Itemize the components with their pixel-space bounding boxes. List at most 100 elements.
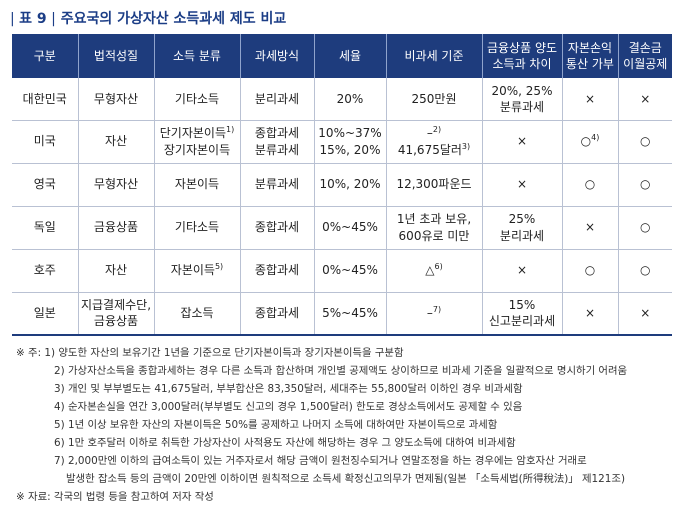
offset-cell-text: ○ [584,177,596,192]
offset-cell: × [561,292,618,336]
column-header: 세율 [313,34,386,78]
table-number: | 표 9 | [10,11,56,27]
tax-rate-cell-line: 5%~45% [317,305,384,321]
legal-nature-cell: 자산 [77,249,154,293]
tax-rate-cell-line: 0%~45% [317,219,384,235]
footnote-ref: 2) [432,125,442,135]
exemption-cell-line: 12,300파운드 [389,176,480,192]
income-class-cell-text: 단기자본이득 [159,126,227,141]
carryover-cell-text: ○ [640,134,651,149]
tax-method-cell-text: 분류과세 [254,177,300,192]
tax-rate-cell-text: 5%~45% [322,306,378,321]
tax-rate-cell-line: 20% [317,91,384,107]
exemption-cell-line: 41,675달러3) [389,142,480,158]
exemption-cell: –2) 41,675달러3) [385,120,482,164]
exemption-cell-line: –7) [389,305,480,321]
income-class-cell-text: 자본이득 [170,263,215,278]
country-cell: 미국 [12,120,78,164]
tax-rate-cell-text: 15%, 20% [319,142,381,157]
income-class-cell-text: 기타소득 [174,220,220,235]
table-row: 일본 지급결제수단, 금융상품 잡소득 종합과세 5%~45% –7) 15% 신고분리과세… [12,292,672,336]
exemption-cell-line: –2) [389,125,480,141]
legal-nature-cell-text: 무형자산 [93,91,139,106]
exemption-cell-line: △6) [389,262,480,278]
table-row: 독일 금융상품 기타소득 종합과세 0%~45% 1년 초과 보유, 600유로 미만 25%… [12,206,672,250]
tax-rate-cell-line: 10%, 20% [317,176,384,192]
carryover-cell-text: ○ [640,220,651,235]
exemption-cell-text: – [426,306,433,321]
exemption-cell-text: 1년 초과 보유, [396,212,472,227]
carryover-cell-text: ○ [640,263,651,278]
note-continuation: 발생한 잡소득 등의 금액이 20만엔 이하이면 원칙적으로 소득세 확정신고의… [66,473,625,485]
tax-rate-cell: 20% [313,78,386,121]
carryover-cell-text: × [640,91,651,106]
country-cell: 영국 [12,163,78,207]
legal-nature-cell: 무형자산 [77,163,154,207]
column-header: 과세방식 [239,34,314,78]
income-class-cell-line: 기타소득 [157,219,238,235]
exemption-cell: △6) [385,249,482,293]
income-class-cell-line: 기타소득 [157,91,238,107]
column-header: 결손금 이월공제 [617,34,672,78]
note-line: 6) 1만 호주달러 이하로 취득한 가상자산이 사적용도 자산에 해당하는 경… [54,437,516,449]
country-cell: 독일 [12,206,78,250]
tax-rate-cell-text: 0%~45% [322,220,378,235]
country-cell-text: 독일 [33,220,56,235]
country-cell-text: 호주 [33,263,56,278]
tax-method-cell-line: 종합과세 [243,305,312,321]
exemption-cell: 250만원 [385,78,482,121]
country-cell: 호주 [12,249,78,293]
income-class-cell: 자본이득5) [153,249,240,293]
table-row: 호주 자산 자본이득5) 종합과세 0%~45% △6) × ○ ○ [12,249,672,293]
carryover-cell: ○ [617,163,672,207]
difference-cell-text: × [516,134,528,149]
column-header: 소득 분류 [153,34,240,78]
country-cell-text: 미국 [33,134,56,149]
legal-nature-cell: 자산 [77,120,154,164]
legal-nature-cell-text: 자산 [104,134,128,149]
difference-cell-text: 15% 신고분리과세 [488,298,556,329]
table-row: 미국 자산 단기자본이득1) 장기자본이득 종합과세 분류과세 10%~37% 15%, 20… [12,120,672,164]
income-class-cell: 잡소득 [153,292,240,336]
exemption-cell-text: 600유로 미만 [398,228,470,243]
tax-rate-cell-line: 0%~45% [317,262,384,278]
tax-method-cell-line: 종합과세 [243,262,312,278]
tax-rate-cell-line: 15%, 20% [317,142,384,158]
exemption-cell-text: – [426,126,433,141]
carryover-cell: ○ [617,120,672,164]
difference-cell: 25% 분리과세 [481,206,562,250]
comparison-table-wrapper: 구분 법적성질 소득 분류 과세방식 세율 비과세 기준 금융상품 양도 소득과 차이 자본손… [12,34,672,336]
tax-rate-cell: 0%~45% [313,206,386,250]
difference-cell: × [481,120,562,164]
country-cell-text: 영국 [33,177,56,192]
difference-cell: 20%, 25% 분류과세 [481,78,562,121]
exemption-cell-text: △ [425,263,435,278]
offset-cell-text: × [584,306,596,321]
note-head: ※ 주: 1) 양도한 자산의 보유기간 1년을 기준으로 단기자본이득과 장기… [16,347,404,359]
difference-cell-text: × [516,177,528,192]
footnote-ref: 1) [226,125,235,135]
difference-cell-text: 25% 분리과세 [499,212,545,243]
exemption-cell-text: 41,675달러 [397,142,462,157]
income-class-cell-text: 자본이득 [174,177,220,192]
income-class-cell-text: 장기자본이득 [163,142,231,157]
exemption-cell: 1년 초과 보유, 600유로 미만 [385,206,482,250]
exemption-cell: 12,300파운드 [385,163,482,207]
income-class-cell: 기타소득 [153,206,240,250]
tax-rate-cell-text: 10%, 20% [319,177,381,192]
country-cell-text: 대한민국 [22,91,67,106]
note-line: 7) 2,000만엔 이하의 급여소득이 있는 거주자로서 해당 금액이 원천징… [54,455,587,467]
tax-method-cell: 종합과세 분류과세 [239,120,314,164]
difference-cell: 15% 신고분리과세 [481,292,562,336]
source-note: ※ 자료: 각국의 법령 등을 참고하여 저자 작성 [16,491,214,503]
column-header: 법적성질 [77,34,154,78]
tax-method-cell-text: 종합과세 [254,263,300,278]
tax-rate-cell-text: 20% [336,91,364,106]
legal-nature-cell: 금융상품 [77,206,154,250]
difference-cell-text: 20%, 25% 분류과세 [491,83,553,114]
table-body: 대한민국 무형자산 기타소득 분리과세 20% 250만원 20%, 25% 분류과세 × × 미… [12,78,672,336]
tax-rate-cell-text: 0%~45% [322,263,378,278]
offset-cell-text: ○ [584,263,596,278]
carryover-cell: ○ [617,249,672,293]
footnote-ref: 6) [434,262,443,272]
